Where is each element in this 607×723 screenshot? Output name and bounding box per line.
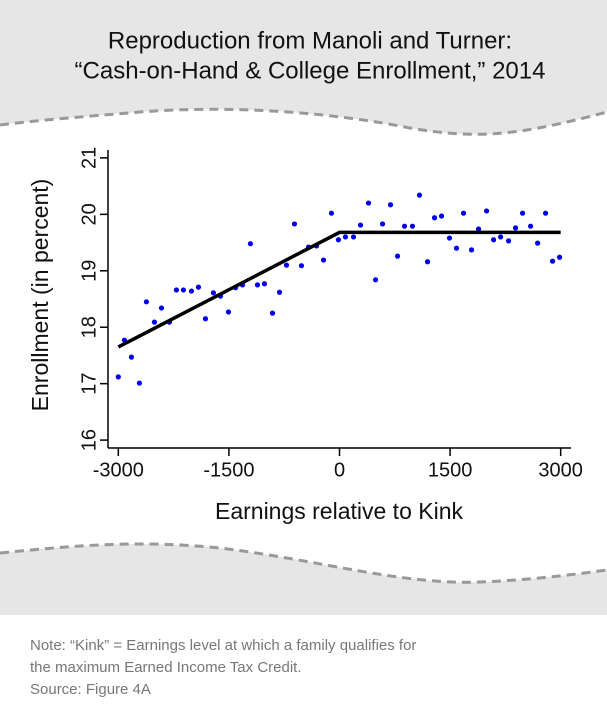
- top-band: [0, 0, 607, 135]
- point: [202, 316, 209, 322]
- note: Source: Figure 4A: [30, 681, 151, 698]
- y-axis-label: Enrollment (in percent): [27, 179, 53, 412]
- point: [372, 277, 379, 283]
- point: [497, 234, 504, 240]
- point: [431, 215, 438, 221]
- x-axis-label: Earnings relative to Kink: [215, 498, 464, 524]
- point: [357, 222, 364, 228]
- bottom-wave: [0, 542, 607, 584]
- point: [261, 281, 268, 287]
- point: [298, 263, 305, 269]
- note: the maximum Earned Income Tax Credit.: [30, 659, 302, 676]
- point: [483, 208, 490, 214]
- point: [283, 262, 290, 268]
- point: [527, 223, 534, 229]
- x-tick-label: 0: [334, 459, 345, 481]
- y-tick-label: 18: [78, 316, 100, 338]
- point: [342, 234, 349, 240]
- point: [276, 289, 283, 295]
- point: [535, 240, 541, 246]
- chart-title: Reproduction from Manoli and Turner:: [108, 27, 512, 54]
- point: [291, 221, 298, 227]
- point: [158, 305, 165, 311]
- point: [210, 290, 217, 296]
- point: [556, 254, 563, 260]
- point: [195, 284, 202, 290]
- point: [542, 210, 549, 216]
- point: [365, 200, 372, 206]
- point: [188, 288, 195, 294]
- point: [409, 223, 416, 229]
- point: [468, 247, 475, 253]
- point: [254, 282, 261, 288]
- point: [446, 235, 453, 241]
- y-tick-label: 20: [78, 203, 100, 225]
- point: [460, 210, 467, 216]
- x-tick-label: 3000: [538, 459, 583, 481]
- y-tick-label: 21: [78, 147, 100, 169]
- point: [173, 287, 180, 293]
- point: [416, 192, 423, 198]
- point: [328, 210, 335, 216]
- point: [350, 234, 357, 240]
- point: [512, 225, 519, 231]
- point: [225, 309, 232, 315]
- point: [180, 287, 187, 293]
- point: [335, 237, 342, 243]
- point: [136, 380, 143, 386]
- point: [401, 223, 408, 229]
- point: [143, 299, 150, 305]
- point: [438, 213, 445, 219]
- point: [490, 237, 497, 243]
- point: [387, 202, 394, 208]
- point: [549, 258, 556, 264]
- y-tick-label: 17: [78, 373, 100, 395]
- x-tick-label: -1500: [203, 459, 254, 481]
- fit-line: [117, 230, 561, 349]
- point: [379, 221, 386, 227]
- x-tick-label: 1500: [428, 459, 473, 481]
- point: [269, 310, 276, 316]
- note: Note: “Kink” = Earnings level at which a…: [30, 637, 416, 654]
- point: [320, 257, 327, 263]
- point: [128, 354, 135, 360]
- top-wave: [0, 107, 607, 136]
- chart-title: “Cash-on-Hand & College Enrollment,” 201…: [75, 57, 546, 84]
- point: [394, 253, 401, 259]
- point: [505, 238, 512, 244]
- point: [519, 210, 526, 216]
- y-tick-label: 19: [78, 260, 100, 282]
- y-tick-label: 16: [78, 429, 100, 451]
- point: [424, 259, 431, 265]
- point: [453, 245, 460, 251]
- point: [151, 319, 158, 325]
- point: [475, 226, 482, 232]
- bottom-band: [0, 543, 607, 615]
- point: [115, 374, 121, 380]
- x-tick-label: -3000: [93, 459, 144, 481]
- point: [247, 241, 254, 247]
